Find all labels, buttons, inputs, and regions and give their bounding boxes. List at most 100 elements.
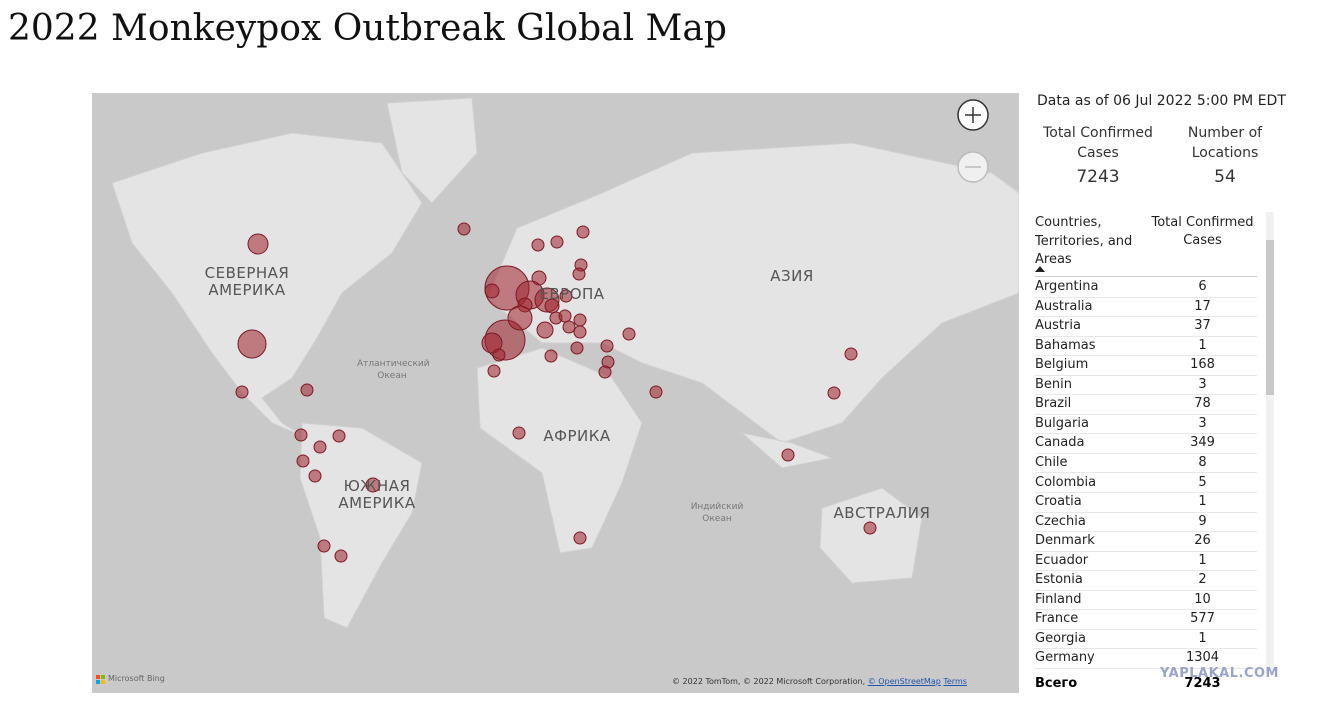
table-row[interactable]: Bulgaria 3 bbox=[1035, 414, 1257, 435]
case-bubble bbox=[844, 347, 858, 361]
attribution-text: © 2022 TomTom, © 2022 Microsoft Corporat… bbox=[672, 677, 866, 686]
case-bubble bbox=[237, 329, 267, 359]
case-bubble bbox=[827, 386, 841, 400]
table-row[interactable]: Brazil 78 bbox=[1035, 394, 1257, 415]
table-row[interactable]: Belgium 168 bbox=[1035, 355, 1257, 376]
country-name: Estonia bbox=[1035, 572, 1083, 588]
land bbox=[386, 97, 478, 204]
case-count: 10 bbox=[1194, 591, 1211, 607]
continent-label: ЮЖНАЯ АМЕРИКА bbox=[338, 477, 416, 512]
country-name: Bahamas bbox=[1035, 337, 1096, 353]
case-count: 577 bbox=[1190, 611, 1215, 627]
table-row[interactable]: Finland 10 bbox=[1035, 590, 1257, 611]
case-bubble bbox=[507, 305, 533, 331]
attribution-link[interactable]: © OpenStreetMap bbox=[867, 677, 941, 686]
table-row[interactable]: Australia 17 bbox=[1035, 297, 1257, 318]
case-bubble bbox=[559, 289, 573, 303]
kpi: Total Confirmed Cases 7243 bbox=[1038, 123, 1158, 187]
case-count: 26 bbox=[1194, 533, 1211, 549]
case-count: 1 bbox=[1198, 494, 1207, 510]
case-bubble bbox=[481, 332, 503, 354]
case-count: 349 bbox=[1190, 435, 1215, 451]
case-count: 168 bbox=[1190, 357, 1215, 373]
case-count: 1 bbox=[1198, 552, 1207, 568]
case-count: 2 bbox=[1198, 572, 1207, 588]
total-value: 7243 bbox=[1184, 676, 1221, 691]
table-row[interactable]: Georgia 1 bbox=[1035, 629, 1257, 650]
table-row[interactable]: Austria 37 bbox=[1035, 316, 1257, 337]
table-row[interactable]: Argentina 6 bbox=[1035, 277, 1257, 298]
ocean-label: Атлантический Океан bbox=[357, 359, 430, 381]
case-bubble bbox=[294, 428, 308, 442]
table-row[interactable]: Benin 3 bbox=[1035, 375, 1257, 396]
case-bubble bbox=[562, 320, 576, 334]
case-count: 1304 bbox=[1185, 650, 1220, 666]
continent-label: АЗИЯ bbox=[770, 267, 814, 285]
table-row[interactable]: Chile 8 bbox=[1035, 453, 1257, 474]
kpi-value: 54 bbox=[1214, 167, 1236, 187]
case-count: 1 bbox=[1198, 630, 1207, 646]
header-rule bbox=[1035, 276, 1257, 277]
zoom-out[interactable] bbox=[957, 151, 989, 183]
map-provider: Microsoft Bing bbox=[108, 674, 165, 683]
case-bubble bbox=[573, 313, 587, 327]
map-base bbox=[96, 97, 1019, 684]
case-bubble bbox=[550, 235, 564, 249]
table-row[interactable]: Germany 1304 bbox=[1035, 648, 1257, 669]
case-bubble bbox=[308, 469, 322, 483]
case-bubble bbox=[247, 233, 269, 255]
case-bubble bbox=[576, 225, 590, 239]
case-count: 5 bbox=[1198, 474, 1207, 490]
country-name: Argentina bbox=[1035, 279, 1099, 294]
case-bubble bbox=[487, 364, 501, 378]
column-header[interactable]: Countries, Territories, and Areas bbox=[1035, 215, 1133, 267]
country-name: Benin bbox=[1035, 376, 1073, 392]
case-bubble bbox=[317, 539, 331, 553]
case-bubble bbox=[296, 454, 310, 468]
case-bubble bbox=[649, 385, 663, 399]
bing-logo bbox=[96, 675, 105, 684]
country-name: Chile bbox=[1035, 454, 1068, 470]
case-bubble bbox=[235, 385, 249, 399]
case-bubble bbox=[365, 477, 381, 493]
column-header[interactable]: Total Confirmed Cases bbox=[1151, 215, 1254, 248]
land bbox=[476, 347, 643, 554]
case-count: 6 bbox=[1198, 279, 1207, 294]
case-bubble bbox=[622, 327, 636, 341]
case-count: 8 bbox=[1198, 454, 1207, 470]
country-name: Ecuador bbox=[1035, 552, 1089, 568]
table-row[interactable]: Czechia 9 bbox=[1035, 512, 1257, 533]
country-name: France bbox=[1035, 611, 1079, 627]
case-count: 9 bbox=[1198, 513, 1207, 529]
scrollbar[interactable] bbox=[1266, 212, 1274, 674]
case-count: 1 bbox=[1198, 337, 1207, 353]
country-name: Germany bbox=[1035, 650, 1095, 666]
table-row[interactable]: Estonia 2 bbox=[1035, 570, 1257, 591]
table-row[interactable]: Canada 349 bbox=[1035, 433, 1257, 454]
kpi-value: 7243 bbox=[1076, 167, 1120, 187]
case-bubble bbox=[313, 440, 327, 454]
table-row[interactable]: Bahamas 1 bbox=[1035, 336, 1257, 357]
zoom-in[interactable] bbox=[957, 99, 989, 131]
case-bubble bbox=[531, 238, 545, 252]
table-row[interactable]: Croatia 1 bbox=[1035, 492, 1257, 513]
table-row[interactable]: Ecuador 1 bbox=[1035, 551, 1257, 572]
country-name: Georgia bbox=[1035, 630, 1086, 646]
case-bubble bbox=[573, 325, 587, 339]
case-bubble bbox=[457, 222, 471, 236]
country-name: Austria bbox=[1035, 318, 1081, 334]
table-body: Argentina 6 Australia 17 Austria 37 Bahamas 1 Be… bbox=[1030, 277, 1270, 674]
table-row[interactable]: Colombia 5 bbox=[1035, 473, 1257, 493]
map[interactable]: Microsoft Bing © 2022 TomTom, © 2022 Mic… bbox=[92, 93, 1019, 693]
table-row[interactable]: Denmark 26 bbox=[1035, 531, 1257, 552]
attribution-link[interactable]: Terms bbox=[943, 677, 967, 686]
kpi-label: Number of Locations bbox=[1187, 125, 1263, 161]
continent-label: ЕВРОПА bbox=[539, 285, 605, 303]
table-row[interactable]: France 577 bbox=[1035, 609, 1257, 630]
case-bubble bbox=[536, 321, 554, 339]
continent-label: СЕВЕРНАЯ АМЕРИКА bbox=[204, 264, 290, 299]
page-title: 2022 Monkeypox Outbreak Global Map bbox=[8, 8, 727, 49]
kpi-label: Total Confirmed Cases bbox=[1043, 125, 1153, 161]
land bbox=[299, 422, 423, 629]
